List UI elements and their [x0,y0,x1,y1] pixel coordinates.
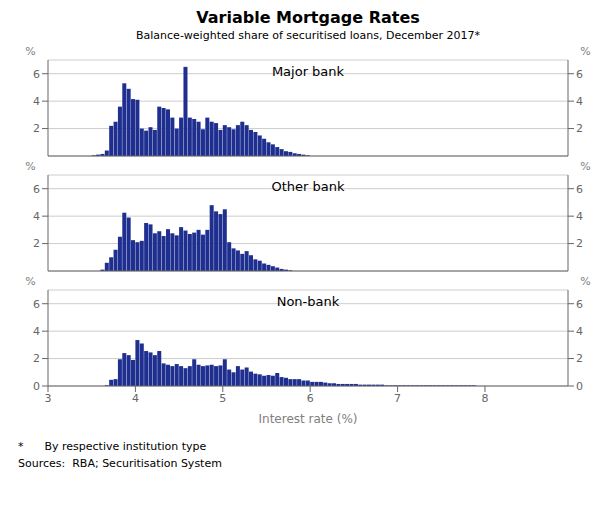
svg-text:0: 0 [33,380,40,393]
svg-text:6: 6 [307,392,314,405]
svg-text:7: 7 [394,392,401,405]
svg-text:2: 2 [33,237,40,250]
svg-text:%: % [580,275,590,288]
svg-text:4: 4 [33,95,40,108]
svg-text:4: 4 [576,210,583,223]
svg-text:3: 3 [45,392,52,405]
html-text:Sources: RBA; Securitisation S: Sources: RBA; Securitisation System [18,457,222,470]
html-text:Major bank: Major bank [271,64,345,79]
svg-text:4: 4 [576,325,583,338]
svg-text:%: % [580,45,590,58]
svg-text:%: % [25,45,35,58]
html-text:* By respective institution ty: * By respective institution type [18,440,207,453]
svg-text:%: % [25,275,35,288]
svg-text:4: 4 [33,325,40,338]
svg-text:6: 6 [576,68,583,81]
svg-text:4: 4 [132,392,139,405]
svg-text:2: 2 [576,122,583,135]
svg-text:5: 5 [219,392,226,405]
html-text:Balance-weighted share of secu: Balance-weighted share of securitised lo… [136,29,480,42]
svg-text:2: 2 [576,352,583,365]
svg-text:4: 4 [33,210,40,223]
svg-text:%: % [25,160,35,173]
svg-text:6: 6 [576,298,583,311]
svg-text:Interest rate (%): Interest rate (%) [258,412,357,426]
svg-text:0: 0 [576,380,583,393]
html-text:Other bank: Other bank [271,179,345,194]
svg-text:2: 2 [33,352,40,365]
svg-text:2: 2 [576,237,583,250]
html-text:Non-bank: Non-bank [276,294,340,309]
svg-text:6: 6 [33,298,40,311]
svg-text:6: 6 [33,68,40,81]
html-text:Variable Mortgage Rates: Variable Mortgage Rates [196,8,420,27]
svg-text:6: 6 [576,183,583,196]
svg-text:%: % [580,160,590,173]
svg-text:4: 4 [576,95,583,108]
svg-text:6: 6 [33,183,40,196]
svg-text:8: 8 [481,392,488,405]
svg-text:2: 2 [33,122,40,135]
